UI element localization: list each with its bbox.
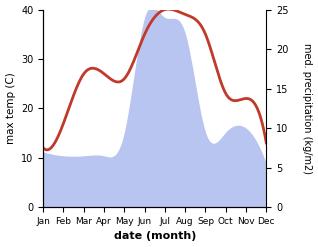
X-axis label: date (month): date (month) <box>114 231 196 242</box>
Y-axis label: max temp (C): max temp (C) <box>5 72 16 144</box>
Y-axis label: med. precipitation (kg/m2): med. precipitation (kg/m2) <box>302 43 313 174</box>
